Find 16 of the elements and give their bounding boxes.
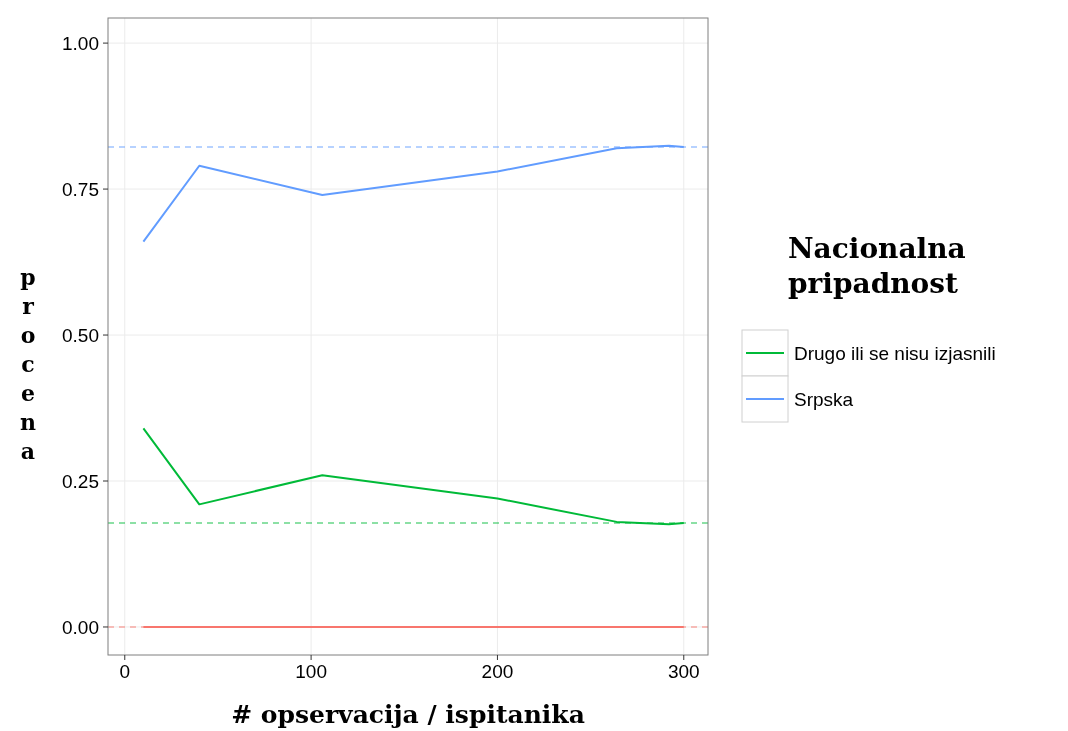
y-tick-label: 1.00 bbox=[62, 32, 99, 54]
y-tick-label: 0.50 bbox=[62, 324, 99, 346]
line-series bbox=[142, 144, 685, 243]
line-series bbox=[142, 427, 685, 526]
legend-label: Drugo ili se nisu izjasnili bbox=[794, 342, 996, 364]
legend-label: Srpska bbox=[794, 388, 854, 410]
y-tick-label: 0.00 bbox=[62, 616, 99, 638]
legend-title: Nacionalna pripadnost bbox=[788, 232, 966, 300]
x-tick-label: 0 bbox=[119, 661, 131, 682]
x-axis-title: # opservacija / ispitanika bbox=[231, 700, 585, 729]
x-tick-label: 200 bbox=[481, 661, 514, 682]
y-axis-title: procena bbox=[20, 264, 36, 464]
y-tick-label: 0.75 bbox=[62, 178, 99, 200]
y-tick-label: 0.25 bbox=[62, 470, 99, 492]
x-tick-label: 300 bbox=[667, 661, 700, 682]
x-tick-label: 100 bbox=[295, 661, 327, 682]
